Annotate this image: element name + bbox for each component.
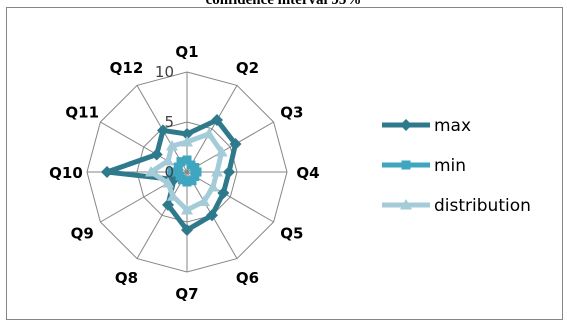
tick-labels: 0 5 10	[155, 63, 174, 181]
category-labels: Q1 Q2 Q3 Q4 Q5 Q6 Q7 Q8 Q9 Q10 Q11 Q12	[49, 43, 319, 303]
category-label: Q11	[65, 104, 99, 122]
data-point-min	[187, 176, 197, 186]
legend: max min distribution	[382, 116, 531, 216]
data-point-distribution	[167, 190, 179, 201]
series-min	[167, 155, 202, 187]
data-point-distribution	[161, 177, 174, 188]
category-label: Q3	[280, 104, 303, 122]
series-distribution	[145, 127, 228, 215]
category-label: Q6	[236, 269, 259, 287]
legend-swatch-marker	[400, 119, 412, 131]
data-point-distribution	[203, 127, 215, 139]
category-label: Q2	[236, 59, 259, 77]
tick-label: 10	[155, 63, 174, 81]
data-point-distribution	[145, 166, 157, 177]
data-point-max	[150, 148, 163, 161]
data-point-max	[157, 124, 169, 137]
chart-title: confidence interval 95%	[205, 0, 362, 8]
grid-spoke	[186, 121, 274, 173]
data-point-distribution	[181, 204, 193, 215]
legend-swatch-marker	[401, 160, 411, 170]
data-point-max	[206, 209, 218, 222]
data-point-distribution	[166, 140, 178, 151]
data-point-min	[175, 171, 185, 181]
data-point-max	[101, 166, 113, 178]
data-point-max	[223, 166, 235, 178]
data-point-min	[176, 157, 186, 167]
data-point-max	[162, 198, 174, 211]
category-label: Q1	[175, 43, 198, 61]
chart-frame	[6, 7, 563, 320]
category-label: Q10	[49, 164, 83, 182]
grid-spoke	[186, 85, 238, 173]
data-point-distribution	[215, 146, 228, 157]
grid-spoke	[136, 171, 188, 259]
category-label: Q4	[296, 164, 319, 182]
data-point-max	[181, 224, 193, 236]
legend-swatch-marker	[400, 199, 412, 210]
data-point-distribution	[211, 166, 223, 177]
data-point-min	[182, 155, 192, 165]
data-point-distribution	[181, 136, 193, 147]
data-point-max	[181, 128, 193, 140]
legend-item-distribution: distribution	[382, 196, 531, 216]
data-point-max	[229, 138, 242, 150]
tick-label: 0	[164, 163, 174, 181]
series-layer	[101, 114, 242, 236]
legend-label: distribution	[434, 196, 531, 216]
tick-label: 5	[164, 113, 174, 131]
data-point-distribution	[161, 155, 174, 166]
grid-spoke	[186, 171, 274, 223]
data-point-min	[167, 167, 177, 177]
legend-item-min: min	[382, 156, 466, 176]
data-point-max	[217, 187, 230, 199]
data-point-distribution	[198, 195, 210, 206]
legend-label: min	[434, 156, 466, 176]
legend-label: max	[434, 116, 471, 136]
category-label: Q5	[280, 225, 303, 243]
category-label: Q12	[110, 59, 144, 77]
data-point-distribution	[206, 181, 219, 192]
legend-item-max: max	[382, 116, 471, 136]
category-label: Q9	[71, 225, 94, 243]
category-label: Q7	[175, 285, 198, 303]
category-label: Q8	[115, 269, 138, 287]
data-point-max	[211, 114, 223, 127]
data-point-min	[173, 162, 183, 172]
